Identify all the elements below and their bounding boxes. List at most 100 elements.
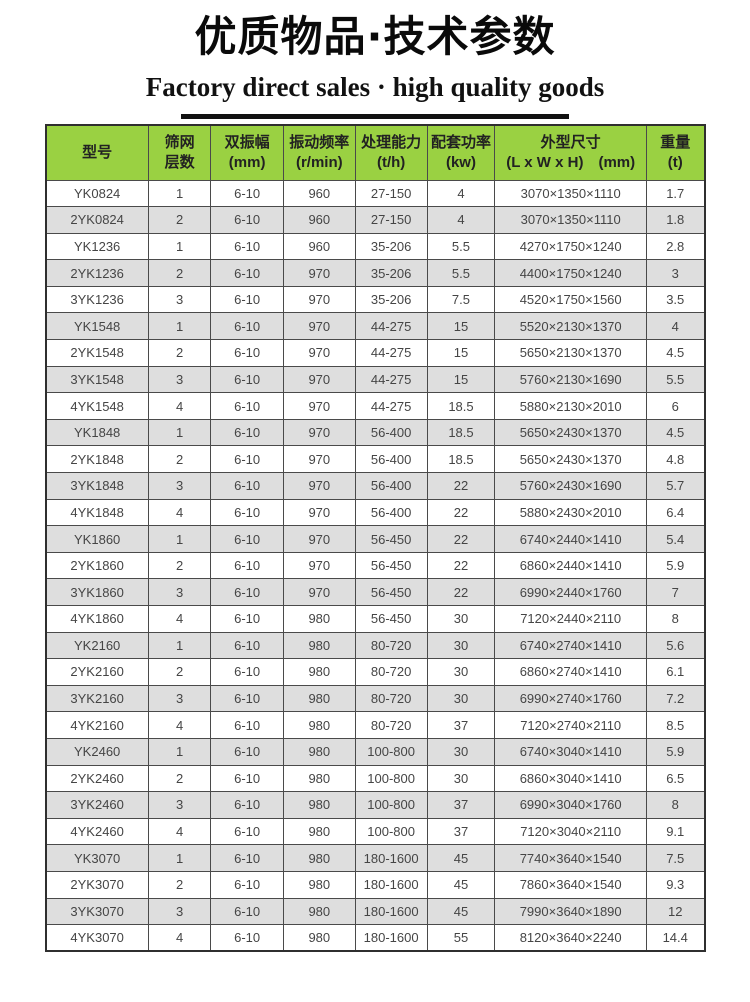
cell-frequency: 980 (282, 870, 356, 899)
cell-amplitude: 6-10 (210, 498, 284, 527)
cell-weight: 12 (645, 897, 706, 926)
cell-screen-layers: 2 (147, 206, 212, 234)
table-row: YK2460 1 6-10 980 100-800 30 6740×3040×1410 5.9 (45, 737, 706, 766)
cell-amplitude: 6-10 (210, 817, 284, 846)
cell-model: 4YK2460 (45, 817, 149, 846)
cell-screen-layers: 3 (147, 791, 212, 819)
cell-weight: 6.1 (645, 658, 706, 686)
cell-power: 30 (426, 684, 496, 713)
cell-power: 55 (426, 924, 496, 952)
cell-weight: 4.8 (645, 445, 706, 474)
cell-dimensions: 5520×2130×1370 (494, 312, 647, 341)
cell-capacity: 100-800 (354, 737, 428, 766)
cell-weight: 8.5 (645, 711, 706, 739)
cell-frequency: 970 (282, 312, 356, 341)
cell-capacity: 56-400 (354, 472, 428, 500)
cell-model: YK3070 (45, 844, 149, 872)
table-row: 4YK2160 4 6-10 980 80-720 37 7120×2740×2110 8.5 (45, 711, 706, 739)
header-label-line2: (mm) (228, 153, 266, 171)
cell-capacity: 56-450 (354, 525, 428, 553)
cell-capacity: 80-720 (354, 631, 428, 660)
cell-power: 22 (426, 525, 496, 553)
cell-capacity: 44-275 (354, 365, 428, 394)
table-row: YK1548 1 6-10 970 44-275 15 5520×2130×1370 4 (45, 312, 706, 341)
cell-frequency: 980 (282, 737, 356, 766)
cell-weight: 7 (645, 578, 706, 606)
cell-capacity: 100-800 (354, 764, 428, 793)
cell-screen-layers: 3 (147, 578, 212, 606)
cell-model: 3YK3070 (45, 897, 149, 926)
header-label-line1: 配套功率 (430, 133, 491, 151)
cell-model: 2YK1848 (45, 445, 149, 474)
cell-dimensions: 6860×2740×1410 (494, 658, 647, 686)
cell-power: 30 (426, 764, 496, 793)
cell-power: 37 (426, 791, 496, 819)
table-row: 2YK3070 2 6-10 980 180-1600 45 7860×3640×1540 9… (45, 870, 706, 899)
cell-model: YK1236 (45, 232, 149, 261)
cell-screen-layers: 4 (147, 817, 212, 846)
cell-dimensions: 5880×2430×2010 (494, 498, 647, 527)
cell-frequency: 980 (282, 924, 356, 952)
cell-weight: 7.2 (645, 684, 706, 713)
cell-dimensions: 3070×1350×1110 (494, 179, 647, 208)
cell-screen-layers: 1 (147, 232, 212, 261)
cell-capacity: 180-1600 (354, 924, 428, 952)
cell-screen-layers: 4 (147, 711, 212, 739)
header-label-line1: 振动频率 (289, 133, 350, 151)
cell-capacity: 100-800 (354, 817, 428, 846)
cell-amplitude: 6-10 (210, 525, 284, 553)
table-row: 3YK2160 3 6-10 980 80-720 30 6990×2740×1760 7.2 (45, 684, 706, 713)
cell-weight: 7.5 (645, 844, 706, 872)
header-label-line2: (r/min) (295, 153, 343, 171)
cell-frequency: 980 (282, 817, 356, 846)
cell-power: 37 (426, 817, 496, 846)
cell-power: 15 (426, 365, 496, 394)
header-label-line2: (L x W x H) (mm) (506, 153, 636, 171)
table-row: 2YK1548 2 6-10 970 44-275 15 5650×2130×1370 4.5 (45, 339, 706, 367)
cell-weight: 5.7 (645, 472, 706, 500)
cell-weight: 6.5 (645, 764, 706, 793)
cell-model: 2YK2460 (45, 764, 149, 793)
cell-dimensions: 3070×1350×1110 (494, 206, 647, 234)
header-label-line1: 处理能力 (361, 133, 422, 151)
cell-weight: 4 (645, 312, 706, 341)
cell-dimensions: 6740×2440×1410 (494, 525, 647, 553)
cell-weight: 14.4 (645, 924, 706, 952)
cell-weight: 3 (645, 259, 706, 287)
table-row: YK0824 1 6-10 960 27-150 4 3070×1350×1110 1.7 (45, 179, 706, 208)
cell-screen-layers: 4 (147, 605, 212, 633)
table-row: 2YK2160 2 6-10 980 80-720 30 6860×2740×1410 6.1 (45, 658, 706, 686)
cell-power: 15 (426, 339, 496, 367)
header-label-line1: 双振幅 (224, 133, 270, 151)
cell-frequency: 970 (282, 525, 356, 553)
cell-screen-layers: 2 (147, 764, 212, 793)
cell-weight: 9.1 (645, 817, 706, 846)
table-row: 4YK2460 4 6-10 980 100-800 37 7120×3040×2110 9.… (45, 817, 706, 846)
cell-amplitude: 6-10 (210, 924, 284, 952)
cell-screen-layers: 3 (147, 897, 212, 926)
table-row: 3YK1860 3 6-10 970 56-450 22 6990×2440×1760 7 (45, 578, 706, 606)
cell-weight: 4.5 (645, 418, 706, 447)
cell-screen-layers: 4 (147, 498, 212, 527)
cell-dimensions: 6860×2440×1410 (494, 551, 647, 580)
cell-power: 18.5 (426, 445, 496, 474)
cell-capacity: 35-206 (354, 285, 428, 314)
cell-capacity: 180-1600 (354, 844, 428, 872)
table-body: YK0824 1 6-10 960 27-150 4 3070×1350×1110 1.7 2Y… (45, 179, 706, 952)
cell-amplitude: 6-10 (210, 658, 284, 686)
cell-weight: 5.5 (645, 365, 706, 394)
cell-dimensions: 6860×3040×1410 (494, 764, 647, 793)
cell-model: 2YK1236 (45, 259, 149, 287)
cell-amplitude: 6-10 (210, 259, 284, 287)
cell-screen-layers: 2 (147, 259, 212, 287)
table-row: 4YK3070 4 6-10 980 180-1600 55 8120×3640×2240 1… (45, 924, 706, 952)
cell-dimensions: 5760×2430×1690 (494, 472, 647, 500)
cell-power: 22 (426, 551, 496, 580)
cell-capacity: 35-206 (354, 259, 428, 287)
cell-capacity: 44-275 (354, 339, 428, 367)
cell-dimensions: 7990×3640×1890 (494, 897, 647, 926)
header-label-line1: 重量 (660, 133, 691, 151)
cell-frequency: 980 (282, 764, 356, 793)
cell-screen-layers: 3 (147, 365, 212, 394)
